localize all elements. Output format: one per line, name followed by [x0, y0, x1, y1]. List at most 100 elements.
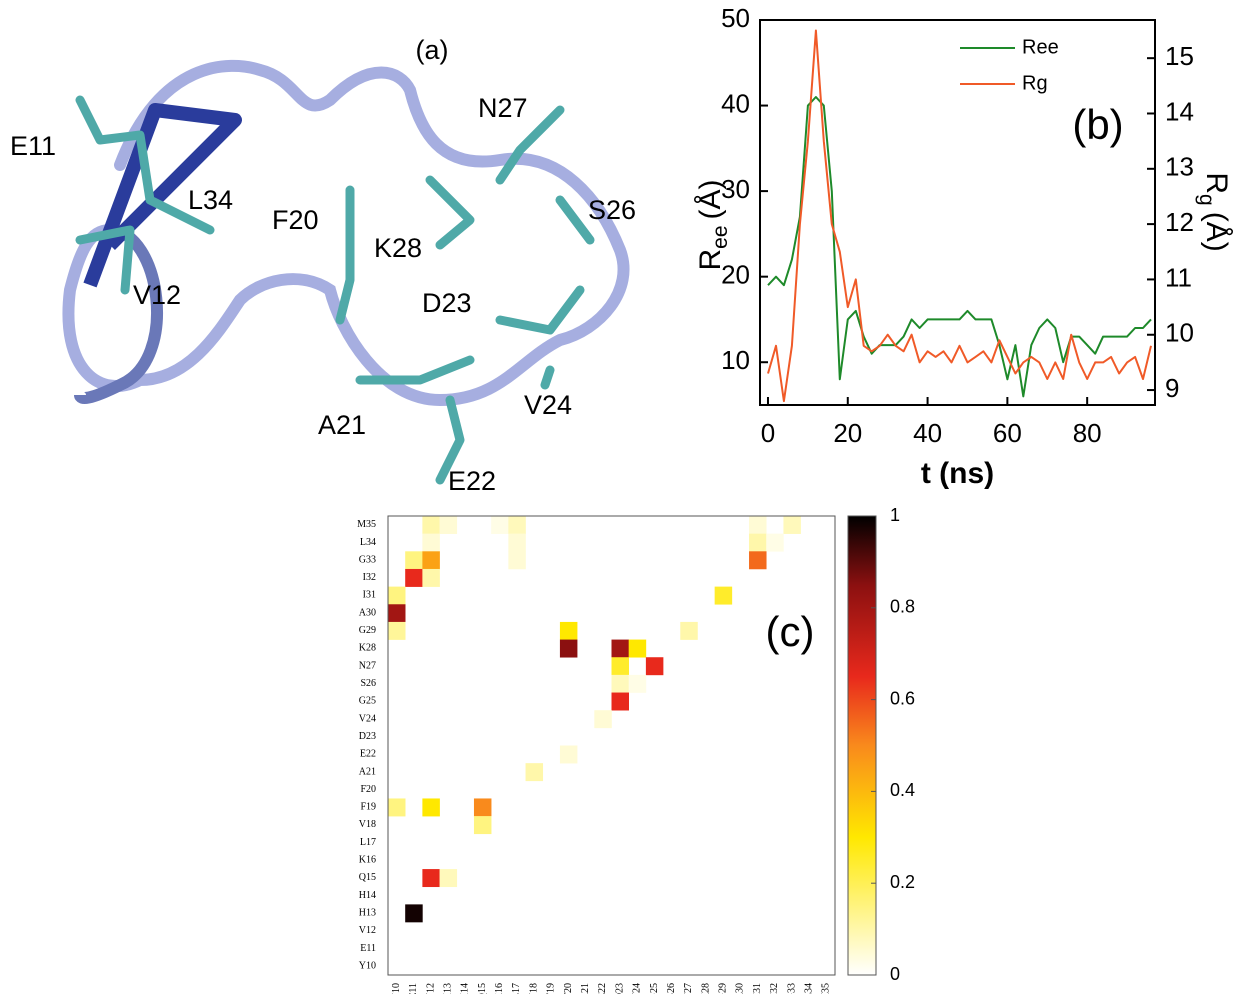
x-tick-label: K16 — [494, 983, 505, 994]
x-tick-label: H13 — [442, 983, 453, 994]
y-tick-label: K16 — [359, 855, 376, 866]
colorbar-tick-label: 0 — [890, 964, 900, 984]
heatmap-cell — [422, 869, 439, 887]
x-tick-label: F20 — [563, 983, 574, 994]
heatmap-cell — [491, 516, 508, 534]
x-tick-label: L34 — [804, 983, 815, 994]
y2-tick-label: 11 — [1165, 262, 1192, 292]
heatmap-cell — [474, 816, 491, 834]
residue-label: L34 — [188, 185, 233, 215]
heatmap-cell — [474, 798, 491, 816]
heatmap-cell — [612, 675, 629, 693]
x-tick-label: F19 — [546, 983, 557, 994]
y2-axis-label-main: R — [1200, 172, 1233, 194]
x-tick-label: S26 — [666, 983, 677, 994]
heatmap-cell — [594, 710, 611, 728]
heatmap-cell — [405, 569, 422, 587]
heatmap-cell — [405, 551, 422, 569]
heatmap-cell — [560, 622, 577, 640]
y-tick-label: Y10 — [359, 960, 376, 971]
x-tick-label: V12 — [425, 983, 436, 994]
y-tick-label: 10 — [721, 345, 750, 375]
heatmap-cell — [560, 640, 577, 658]
y-tick-label: A30 — [359, 607, 376, 618]
legend-label: Ree — [1022, 36, 1059, 58]
heatmap-cell — [508, 534, 525, 552]
heatmap-cell — [405, 904, 422, 922]
residue-label: S26 — [588, 195, 636, 225]
y-tick-label: N27 — [359, 660, 376, 671]
y-tick-label: S26 — [360, 678, 376, 689]
legend-label: Rg — [1022, 72, 1048, 94]
x-tick-label: 0 — [761, 418, 775, 448]
y-tick-label: A21 — [359, 766, 376, 777]
heatmap-cell — [749, 516, 766, 534]
x-tick-label: E22 — [597, 983, 608, 994]
y-tick-label: H14 — [359, 890, 376, 901]
x-axis-label: t (ns) — [921, 457, 994, 490]
y-tick-label: E11 — [360, 943, 376, 954]
heatmap-cell — [612, 657, 629, 675]
x-tick-label: E11 — [408, 983, 419, 994]
colorbar-tick-label: 0.8 — [890, 597, 915, 617]
heatmap-cell — [422, 516, 439, 534]
panel-label: (a) — [416, 35, 449, 65]
colorbar-tick-label: 0.4 — [890, 780, 915, 800]
y-axis-label-unit: (Å) — [694, 179, 727, 219]
colorbar-tick-label: 0.6 — [890, 688, 915, 708]
y2-tick-label: 10 — [1165, 318, 1194, 348]
y-tick-label: K28 — [359, 643, 376, 654]
y2-tick-label: 12 — [1165, 207, 1194, 237]
colorbar — [848, 516, 876, 975]
heatmap-cell — [440, 869, 457, 887]
residue-label: V12 — [133, 280, 181, 310]
y2-axis-label-unit: (Å) — [1200, 212, 1233, 252]
y2-axis-label-sub: g — [1195, 194, 1218, 206]
residue-label: E11 — [10, 131, 56, 161]
heatmap-cell — [440, 516, 457, 534]
heatmap-cell — [388, 604, 405, 622]
x-tick-label: H14 — [460, 983, 471, 994]
residue-label: D23 — [422, 288, 472, 318]
x-tick-label: V18 — [528, 983, 539, 994]
y2-tick-label: 15 — [1165, 41, 1194, 71]
heatmap-cell — [388, 798, 405, 816]
x-tick-label: G25 — [649, 983, 660, 994]
heatmap-panel: Y10Y10E11E11V12V12H13H13H14H14Q15Q15K16K… — [357, 505, 915, 994]
heatmap-cell — [646, 657, 663, 675]
structure-panel: (a) E11 L34 F20 K28 N27 S26 V12 D23 A21 … — [10, 35, 636, 496]
x-tick-label: I32 — [769, 983, 780, 994]
colorbar-tick-label: 1 — [890, 505, 900, 525]
residue-label: F20 — [272, 205, 319, 235]
residue-label: N27 — [478, 93, 528, 123]
heatmap-cell — [388, 587, 405, 605]
y-tick-label: H13 — [359, 908, 376, 919]
x-tick-label: 20 — [833, 418, 862, 448]
y-tick-label: E22 — [360, 749, 376, 760]
heatmap-cell — [422, 798, 439, 816]
x-tick-label: M35 — [821, 983, 832, 994]
y-tick-label: M35 — [357, 519, 376, 530]
y-tick-label: I31 — [363, 590, 376, 601]
x-tick-label: D23 — [614, 983, 625, 994]
x-tick-label: I31 — [752, 983, 763, 994]
heatmap-cell — [680, 622, 697, 640]
heatmap-cell — [749, 534, 766, 552]
heatmap-cell — [612, 640, 629, 658]
line-panel: 02040608010203040509101112131415ReeRgt (… — [694, 3, 1233, 490]
y-tick-label: G29 — [359, 625, 376, 636]
residue-label: A21 — [318, 410, 366, 440]
heatmap-cell — [629, 675, 646, 693]
panel-label: (c) — [766, 608, 815, 655]
x-tick-label: 60 — [993, 418, 1022, 448]
x-tick-label: G33 — [786, 983, 797, 994]
heatmap-cell — [526, 763, 543, 781]
x-tick-label: L17 — [511, 983, 522, 994]
heatmap-cell — [612, 693, 629, 711]
residue-label: E22 — [448, 466, 496, 496]
y-tick-label: F19 — [360, 802, 376, 813]
heatmap-cell — [508, 551, 525, 569]
plot-background — [388, 516, 835, 975]
x-tick-label: G29 — [718, 983, 729, 994]
y-tick-label: G33 — [359, 554, 376, 565]
